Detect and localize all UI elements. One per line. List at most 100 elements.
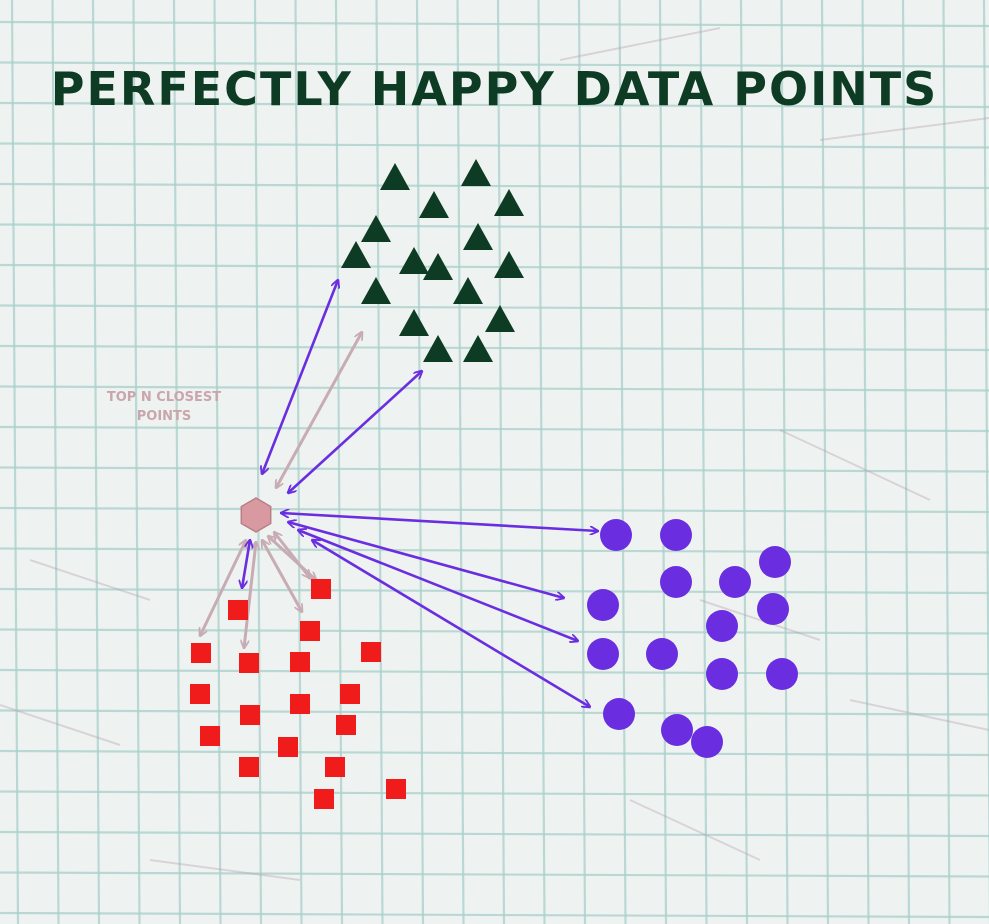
top-n-closest-points-label: TOP N CLOSEST POINTS bbox=[106, 390, 222, 424]
grid-line-vertical bbox=[51, 0, 60, 924]
circle-point bbox=[661, 714, 693, 746]
grid-line-vertical bbox=[213, 0, 222, 924]
triangle-cluster bbox=[341, 159, 524, 362]
grid-line-horizontal bbox=[0, 628, 989, 635]
triangle-point bbox=[461, 159, 491, 186]
query-point bbox=[240, 497, 272, 533]
paper-crease bbox=[629, 799, 761, 861]
square-point bbox=[340, 684, 360, 704]
grid-line-horizontal bbox=[0, 749, 989, 757]
grid-line-horizontal bbox=[0, 911, 989, 919]
grid-line-horizontal bbox=[0, 506, 989, 514]
grid-line-horizontal bbox=[0, 425, 989, 433]
grid-line-vertical bbox=[982, 0, 989, 924]
triangle-point bbox=[494, 251, 524, 278]
paper-creases bbox=[0, 27, 989, 881]
grid-line-vertical bbox=[415, 0, 425, 924]
triangle-point bbox=[419, 191, 449, 218]
grid-line-horizontal bbox=[0, 830, 989, 838]
paper-crease bbox=[0, 704, 121, 746]
square-point bbox=[325, 757, 345, 777]
grid-line-vertical bbox=[334, 0, 344, 924]
grid-line-horizontal bbox=[0, 223, 989, 230]
triangle-point bbox=[361, 215, 391, 242]
grid-line-horizontal bbox=[0, 668, 989, 676]
square-point bbox=[311, 579, 331, 599]
grid-line-horizontal bbox=[0, 142, 989, 149]
triangle-point bbox=[463, 335, 493, 362]
grid-line-horizontal bbox=[0, 304, 989, 311]
grid-line-horizontal bbox=[0, 871, 989, 878]
paper-crease bbox=[149, 859, 301, 881]
grid-line-horizontal bbox=[0, 344, 989, 352]
triangle-point bbox=[453, 277, 483, 304]
grid-line-vertical bbox=[375, 0, 384, 924]
paper-crease bbox=[29, 559, 151, 601]
grid-line-horizontal bbox=[0, 182, 989, 190]
triangle-point bbox=[380, 163, 410, 190]
grid-line-horizontal bbox=[0, 547, 989, 554]
circle-point bbox=[719, 566, 751, 598]
square-point bbox=[278, 737, 298, 757]
grid-line-vertical bbox=[820, 0, 830, 924]
grid-line-horizontal bbox=[0, 466, 989, 473]
grid-line-vertical bbox=[132, 0, 141, 924]
triangle-point bbox=[341, 241, 371, 268]
square-point bbox=[191, 643, 211, 663]
page-title: PERFECTLY HAPPY DATA POINTS bbox=[50, 62, 939, 116]
grid-line-vertical bbox=[294, 0, 303, 924]
square-point bbox=[228, 600, 248, 620]
square-point bbox=[239, 757, 259, 777]
square-point bbox=[300, 621, 320, 641]
grid-line-horizontal bbox=[0, 709, 989, 716]
square-point bbox=[240, 705, 260, 725]
distance-arrow-faint bbox=[268, 536, 316, 580]
triangle-point bbox=[423, 253, 453, 280]
distance-arrow-faint bbox=[200, 540, 246, 636]
paper-crease bbox=[779, 429, 931, 501]
circle-point bbox=[587, 589, 619, 621]
triangle-point bbox=[463, 223, 493, 250]
paper-crease bbox=[849, 699, 989, 731]
paper-crease bbox=[699, 599, 821, 641]
triangle-point bbox=[494, 189, 524, 216]
grid-line-vertical bbox=[253, 0, 263, 924]
distance-arrow-faint bbox=[244, 542, 256, 648]
distance-arrow bbox=[281, 513, 598, 531]
grid-line-vertical bbox=[10, 0, 20, 924]
grid-line-horizontal bbox=[0, 790, 989, 797]
grid-line-horizontal bbox=[0, 61, 989, 68]
triangle-point bbox=[485, 305, 515, 332]
triangle-point bbox=[361, 277, 391, 304]
grid-line-vertical bbox=[699, 0, 708, 924]
grid-line-vertical bbox=[537, 0, 546, 924]
grid-line-vertical bbox=[739, 0, 749, 924]
distance-arrows bbox=[200, 280, 598, 707]
grid-line-vertical bbox=[901, 0, 911, 924]
grid-line-vertical bbox=[861, 0, 870, 924]
grid-line-vertical bbox=[496, 0, 506, 924]
circle-point bbox=[706, 610, 738, 642]
triangle-point bbox=[399, 309, 429, 336]
square-point bbox=[314, 789, 334, 809]
circle-cluster bbox=[587, 519, 798, 758]
grid-line-vertical bbox=[618, 0, 627, 924]
grid-line-horizontal bbox=[0, 101, 989, 109]
paper-crease bbox=[819, 117, 989, 141]
square-point bbox=[386, 779, 406, 799]
circle-point bbox=[603, 698, 635, 730]
circle-point bbox=[660, 519, 692, 551]
distance-arrow bbox=[312, 540, 590, 707]
triangle-point bbox=[399, 247, 429, 274]
circle-point bbox=[766, 658, 798, 690]
query-point-group bbox=[240, 497, 272, 533]
circle-point bbox=[706, 658, 738, 690]
grid-line-vertical bbox=[172, 0, 182, 924]
circle-point bbox=[757, 593, 789, 625]
grid-line-horizontal bbox=[0, 20, 989, 28]
circle-point bbox=[600, 519, 632, 551]
grid-line-vertical bbox=[780, 0, 789, 924]
triangle-point bbox=[423, 335, 453, 362]
square-cluster bbox=[190, 579, 406, 809]
